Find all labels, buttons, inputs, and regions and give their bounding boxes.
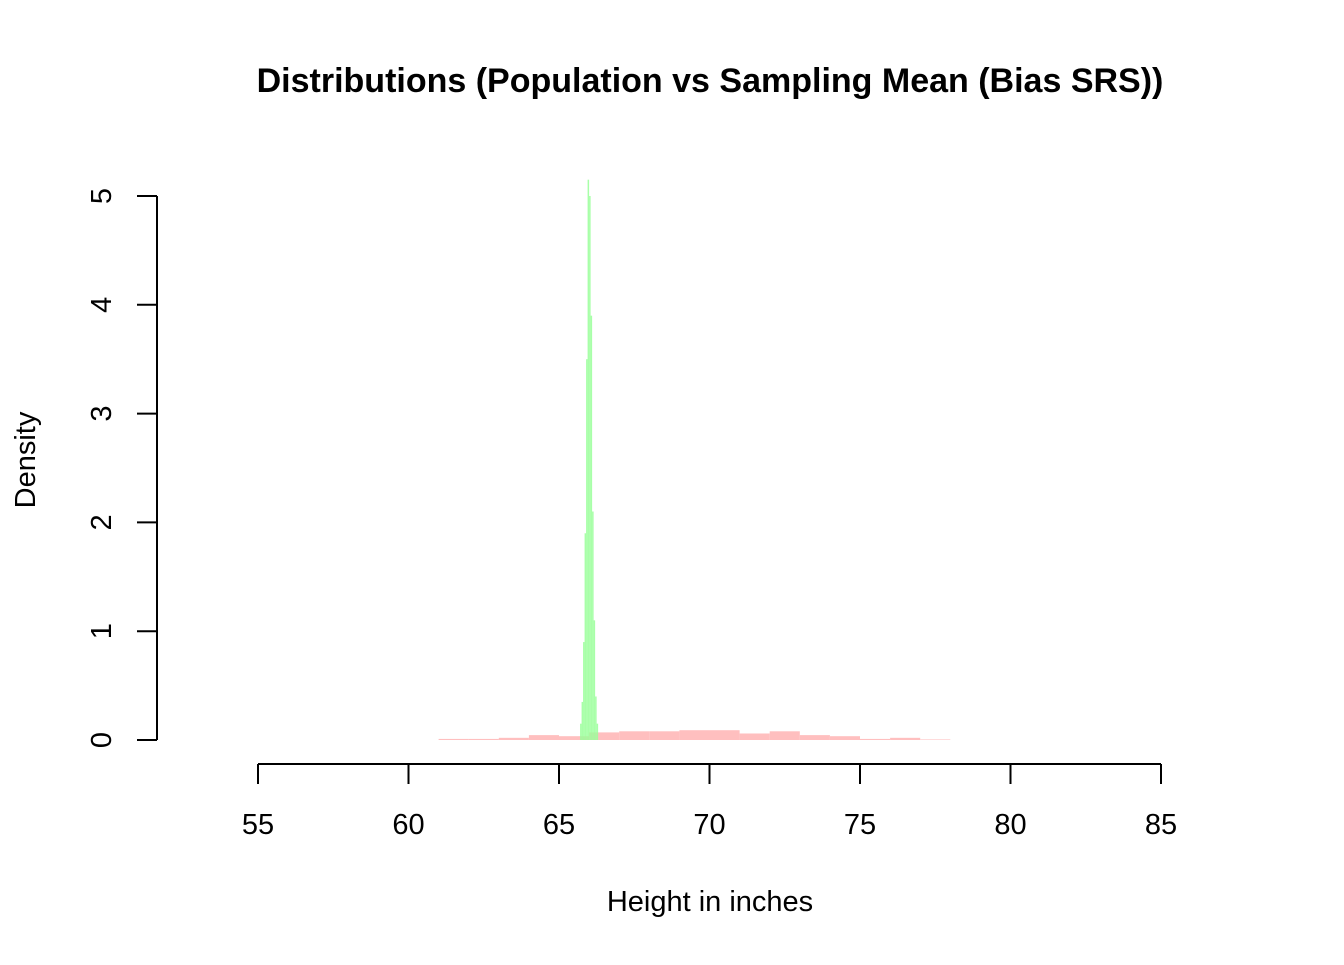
x-tick-label: 55 [242, 809, 274, 841]
chart-title: Distributions (Population vs Sampling Me… [257, 62, 1164, 100]
x-tick-label: 70 [693, 809, 725, 841]
sampling-mean-bar [589, 196, 591, 740]
y-tick-label: 0 [86, 732, 118, 748]
sampling-mean-bar [590, 315, 593, 740]
y-tick-label: 4 [86, 297, 118, 313]
sampling-mean-bar [580, 723, 582, 740]
population-bar [559, 736, 590, 740]
population-bar [468, 738, 499, 740]
x-tick-label: 85 [1145, 809, 1177, 841]
population-bar [679, 730, 710, 740]
x-tick-label: 75 [844, 809, 876, 841]
sampling-mean-bar [595, 696, 597, 740]
x-tick-label: 65 [543, 809, 575, 841]
population-bar [920, 739, 951, 740]
population-bar [829, 736, 860, 740]
sampling-mean-bar [581, 701, 584, 740]
population-bar [498, 737, 529, 740]
population-bar [619, 731, 650, 740]
population-bar [890, 737, 921, 740]
population-bar [438, 738, 469, 740]
sampling-mean-bar [587, 179, 590, 740]
population-bar [649, 731, 680, 740]
sampling-mean-bar [583, 642, 585, 740]
population-bar [769, 731, 800, 740]
x-axis-label: Height in inches [607, 886, 813, 918]
y-tick-label: 2 [86, 514, 118, 530]
y-tick-label: 5 [86, 188, 118, 204]
sampling-mean-bar [593, 620, 596, 740]
population-bar [709, 730, 740, 740]
population-bar [528, 735, 559, 740]
y-axis-label: Density [10, 411, 42, 508]
x-tick-label: 80 [994, 809, 1026, 841]
sampling-mean-bar [584, 533, 587, 740]
population-bar [739, 733, 770, 740]
sampling-mean-bar [592, 511, 594, 740]
sampling-mean-bar [586, 359, 588, 740]
y-tick-label: 1 [86, 623, 118, 639]
population-bar [799, 735, 830, 740]
x-tick-label: 60 [392, 809, 424, 841]
population-bar [589, 732, 620, 740]
sampling-mean-bar [596, 723, 599, 740]
population-bar [860, 738, 891, 740]
y-tick-label: 3 [86, 406, 118, 422]
